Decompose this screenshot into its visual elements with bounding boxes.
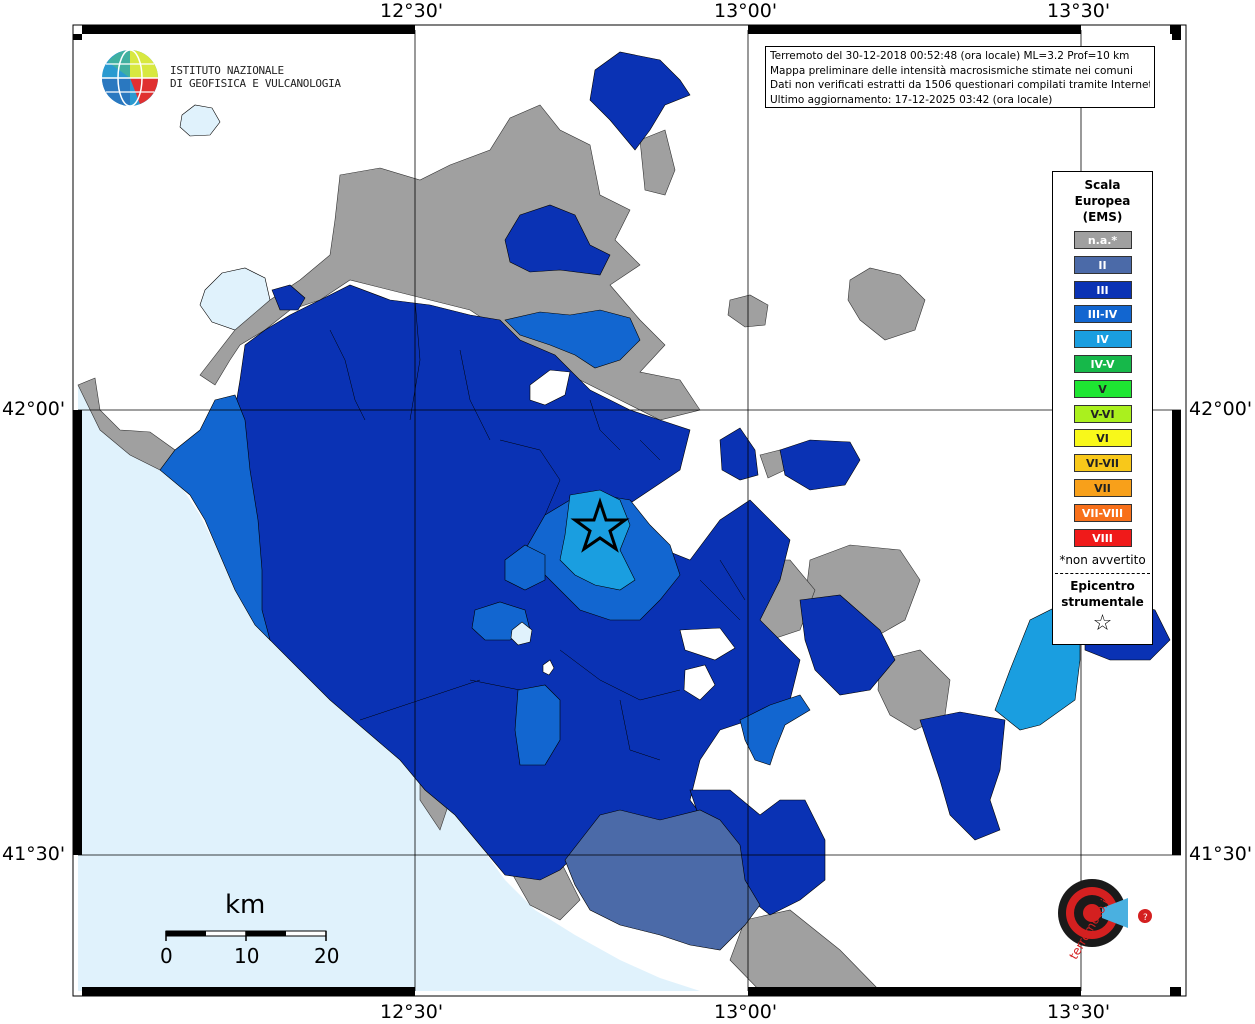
legend-items: n.a.* II III III-IV IV IV-V V V-VI VI VI-VII VII VI… [1053,231,1152,547]
lat-label-left-4200: 42°00' [2,398,66,420]
scale-bar [165,930,327,941]
lon-label-top-1300: 13°00' [714,0,778,22]
area-int-iii-iv-se [739,694,811,766]
lon-label-bottom-1230: 12°30' [380,1001,444,1023]
area-blank-north [529,369,571,406]
scale-tick-10: 10 [234,944,260,968]
area-blank-east1 [679,627,736,661]
area-int-iii-iv-north [504,309,641,369]
legend-note: *non avvertito [1059,553,1146,568]
legend-item: III-IV [1073,305,1132,324]
legend-item: II [1073,255,1132,274]
ingv-logo: ISTITUTO NAZIONALE DI GEOFISICA E VULCAN… [100,48,341,110]
lon-label-bottom-1330: 13°30' [1047,1001,1111,1023]
epicenter-star-marker [570,497,630,553]
legend-title-line2: Europea [1074,194,1131,208]
event-info-line1: Terremoto del 30-12-2018 00:52:48 (ora l… [770,50,1130,62]
legend-epi-line2: strumentale [1061,595,1144,610]
legend-item: VI [1073,429,1132,448]
area-int-iii-e2 [719,427,759,481]
lake-nemi [542,659,555,676]
legend-title-line1: Scala [1084,178,1121,192]
lat-label-right-4200: 42°00' [1189,398,1253,420]
area-int-ii [564,809,761,951]
scale-unit: km [225,890,266,920]
area-na-ne [639,129,676,196]
legend-item: IV-V [1073,354,1132,373]
lat-label-right-4130: 41°30' [1189,843,1253,865]
scale-tick-20: 20 [314,944,340,968]
municipal-borders [329,299,746,761]
event-info-line3: Dati non verificati estratti da 1506 que… [770,79,1150,91]
area-int-iii-small [271,284,306,311]
legend-epi-line1: Epicentro [1070,579,1135,594]
legend-item: VII-VIII [1073,503,1132,522]
legend-epicenter-title: Epicentro strumentale [1053,578,1152,610]
legend-item: VIII [1073,528,1132,547]
area-int-iii-e4 [919,711,1006,841]
haisentito-logo: ? terremoto.it [1058,879,1152,962]
ems-legend: Scala Europea (EMS) n.a.* II III III-IV IV IV… [1052,171,1153,645]
legend-item: IV [1073,330,1132,349]
lat-label-left-4130: 41°30' [2,843,66,865]
legend-item: VI-VII [1073,454,1132,473]
lake-small [179,104,221,137]
legend-item: V [1073,379,1132,398]
legend-item: V-VI [1073,404,1132,423]
lon-label-top-1330: 13°30' [1047,0,1111,22]
area-na-coast-left [77,377,176,471]
ingv-globe-icon [102,49,158,107]
event-info-box: Terremoto del 30-12-2018 00:52:48 (ora l… [765,46,1155,108]
svg-text:?: ? [1143,913,1148,923]
legend-title-line3: (EMS) [1082,210,1123,224]
area-int-iii-iv-south [514,684,561,766]
scale-tick-0: 0 [160,944,173,968]
event-info-line4: Ultimo aggiornamento: 17-12-2025 03:42 (… [770,93,1053,106]
area-int-iii-e1 [779,439,861,491]
area-int-iii-main [234,284,801,901]
ingv-logo-line1: ISTITUTO NAZIONALE [170,64,284,77]
legend-separator [1055,573,1150,575]
area-int-iii-ne1 [504,204,611,276]
area-int-iii-ne2 [589,51,691,151]
sea-area [78,385,700,991]
ingv-logo-line2: DI GEOFISICA E VULCANOLOGIA [170,77,341,90]
lake-albano [510,621,533,646]
legend-title: Scala Europea (EMS) [1053,177,1152,225]
legend-item: n.a.* [1073,231,1132,249]
legend-item: VII [1073,478,1132,497]
event-info-line2: Mappa preliminare delle intensità macros… [770,64,1133,77]
area-int-iii-iv-mid [504,544,546,591]
area-na-east1 [847,267,926,341]
lon-label-bottom-1300: 13°00' [714,1001,778,1023]
lon-label-top-1230: 12°30' [380,0,444,22]
area-blank-east2 [683,664,716,701]
legend-star-icon: ☆ [1092,611,1113,637]
area-int-iii-e3 [799,594,896,696]
ingv-logo-text: ISTITUTO NAZIONALE DI GEOFISICA E VULCAN… [170,64,341,90]
legend-item: III [1073,280,1132,299]
map-frame [72,24,1187,997]
